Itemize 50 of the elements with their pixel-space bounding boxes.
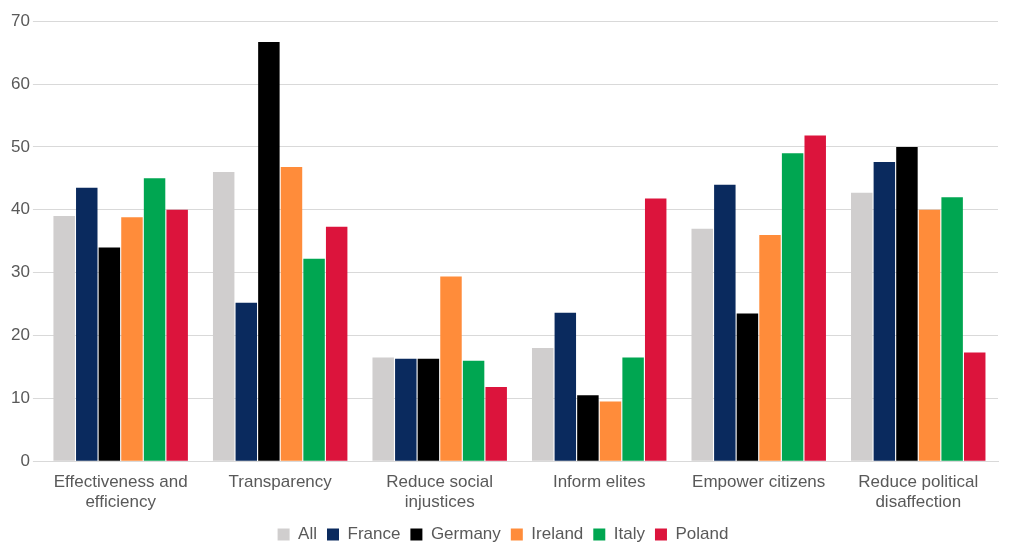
x-tick-label: Transparency [228,472,333,492]
bar [873,162,896,461]
bar [941,197,963,461]
y-tick-label: 70 [10,10,30,30]
bar [235,302,258,461]
x-tick-label: Reduce social injustices [386,472,494,512]
bar [759,234,781,461]
legend-label: Poland [675,524,729,544]
y-tick-label: 40 [10,199,30,219]
bar [918,209,941,461]
bar [554,312,577,461]
bar [781,153,804,461]
bar [325,226,348,461]
x-tick-label: Empower citizens [692,472,826,492]
bar [417,358,440,461]
x-tick-label: Inform elites [552,472,646,492]
bar [121,217,143,461]
bar [395,358,417,461]
legend-label: Italy [613,524,646,544]
y-tick-label: 0 [20,450,30,470]
bar [98,247,121,461]
legend-label: France [347,524,401,544]
bar [599,401,622,461]
y-tick-label: 50 [10,136,30,156]
x-tick-label: Effectiveness and efficiency [53,472,188,512]
bar [462,360,485,461]
bar [714,184,736,461]
bar [258,41,280,461]
bar [76,187,98,461]
bar [303,258,325,461]
y-tick-label: 60 [10,73,30,93]
y-tick-label: 10 [10,388,30,408]
bar [736,313,759,461]
legend-label: Germany [430,524,502,544]
y-tick-label: 20 [10,325,30,345]
bar [166,209,188,461]
bar [644,198,667,461]
bar [622,357,644,461]
legend-label: All [298,524,318,544]
legend-label: Ireland [531,524,584,544]
x-tick-label: Reduce political disaffection [858,472,979,512]
bar [280,167,303,461]
y-tick-label: 30 [10,262,30,282]
bar [485,387,507,461]
bar [143,178,166,461]
bar [964,352,986,461]
bar [440,276,462,461]
bar [577,395,599,461]
bar [896,146,918,461]
bar [804,135,826,461]
